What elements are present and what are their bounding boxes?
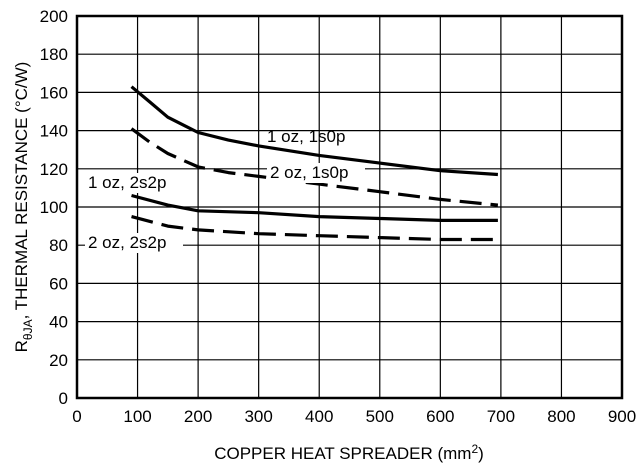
x-tick-label: 800 bbox=[547, 407, 575, 426]
x-tick-label: 500 bbox=[366, 407, 394, 426]
series-line-1 bbox=[130, 85, 499, 177]
series-line-2 bbox=[130, 127, 499, 207]
x-tick-label: 100 bbox=[123, 407, 151, 426]
x-tick-label: 200 bbox=[184, 407, 212, 426]
x-tick-label: 700 bbox=[487, 407, 515, 426]
y-axis-title: RθJA, THERMAL RESISTANCE (°C/W) bbox=[12, 62, 35, 353]
y-tick-label: 180 bbox=[40, 45, 68, 64]
y-tick-label: 140 bbox=[40, 122, 68, 141]
y-tick-label: 20 bbox=[49, 351, 68, 370]
y-tick-label: 120 bbox=[40, 160, 68, 179]
series-line-3 bbox=[131, 193, 498, 222]
x-tick-label: 0 bbox=[72, 407, 81, 426]
y-tick-label: 100 bbox=[40, 198, 68, 217]
series-lines bbox=[130, 85, 499, 242]
series-label-3: 1 oz, 2s2p bbox=[88, 173, 166, 192]
plot-frame bbox=[75, 14, 624, 400]
y-tick-label: 200 bbox=[40, 7, 68, 26]
y-tick-label: 160 bbox=[40, 83, 68, 102]
y-tick-label: 40 bbox=[49, 313, 68, 332]
tick-labels: 0 100 200 300 400 500 600 700 800 900 0 20 40 60 80 100… bbox=[40, 7, 637, 426]
y-tick-label: 60 bbox=[49, 274, 68, 293]
x-axis-title: COPPER HEAT SPREADER (mm2) bbox=[214, 442, 484, 463]
grid bbox=[77, 16, 622, 398]
series-line-4 bbox=[131, 215, 498, 242]
x-tick-label: 300 bbox=[244, 407, 272, 426]
series-labels: 1 oz, 1s0p 2 oz, 1s0p 1 oz, 2s2p 2 oz, 2s2p bbox=[85, 127, 365, 253]
series-label-bg bbox=[85, 233, 183, 253]
series-label-bg bbox=[85, 173, 183, 193]
series-label-2: 2 oz, 1s0p bbox=[270, 163, 348, 182]
x-tick-label: 900 bbox=[608, 407, 636, 426]
y-tick-label: 0 bbox=[59, 389, 68, 408]
series-label-bg bbox=[267, 163, 365, 183]
x-tick-label: 400 bbox=[305, 407, 333, 426]
x-tick-label: 600 bbox=[426, 407, 454, 426]
series-label-1: 1 oz, 1s0p bbox=[267, 127, 345, 146]
y-tick-label: 80 bbox=[49, 236, 68, 255]
series-label-4: 2 oz, 2s2p bbox=[88, 233, 166, 252]
